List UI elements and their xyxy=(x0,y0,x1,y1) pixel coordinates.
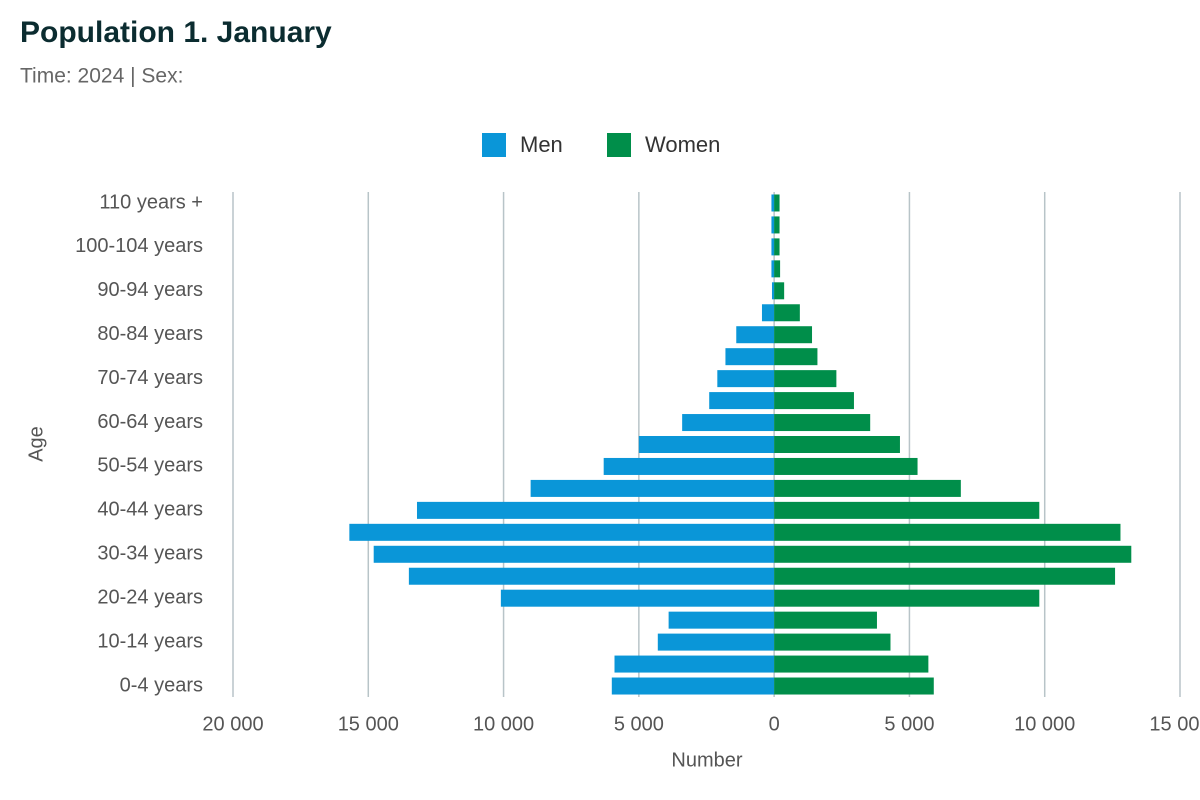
bar xyxy=(774,523,1121,541)
bar xyxy=(774,633,891,651)
legend-swatch[interactable] xyxy=(607,133,631,157)
x-axis-title: Number xyxy=(671,749,742,771)
bar xyxy=(774,216,780,234)
y-tick-label: 40-44 years xyxy=(97,499,203,521)
bar xyxy=(774,479,961,497)
bar xyxy=(774,304,800,322)
bar xyxy=(774,611,877,629)
bar xyxy=(774,457,918,475)
bar xyxy=(614,655,775,673)
chart-subtitle: Time: 2024 | Sex: xyxy=(20,65,183,88)
bar xyxy=(774,238,780,256)
y-axis-title: Age xyxy=(25,426,47,462)
bar xyxy=(500,589,775,607)
bar xyxy=(774,282,785,300)
bar xyxy=(771,194,775,212)
bar xyxy=(709,392,775,410)
bar xyxy=(717,370,775,388)
bar xyxy=(771,260,775,278)
y-tick-label: 0-4 years xyxy=(120,674,203,696)
bar xyxy=(774,392,854,410)
bar xyxy=(771,238,775,256)
x-tick-label: 15 000 xyxy=(1149,713,1200,735)
bar xyxy=(373,545,775,563)
bar xyxy=(774,414,871,432)
bar xyxy=(774,545,1132,563)
y-tick-label: 100-104 years xyxy=(75,235,203,257)
x-tick-label: 10 000 xyxy=(1014,713,1075,735)
bar xyxy=(771,282,775,300)
bar xyxy=(736,326,775,344)
bar xyxy=(774,501,1040,519)
legend-swatch[interactable] xyxy=(482,133,506,157)
bar xyxy=(774,567,1116,585)
bar xyxy=(774,655,929,673)
bar xyxy=(774,370,837,388)
y-tick-label: 80-84 years xyxy=(97,323,203,345)
y-tick-label: 90-94 years xyxy=(97,279,203,301)
bar xyxy=(774,194,780,212)
x-tick-label: 20 000 xyxy=(202,713,263,735)
y-tick-label: 20-24 years xyxy=(97,586,203,608)
y-tick-label: 110 years + xyxy=(99,191,203,213)
bar xyxy=(774,677,934,695)
x-tick-label: 10 000 xyxy=(473,713,534,735)
bar xyxy=(774,348,818,366)
bar xyxy=(761,304,775,322)
bar xyxy=(349,523,775,541)
bar xyxy=(774,260,781,278)
bar xyxy=(771,216,775,234)
legend-label[interactable]: Women xyxy=(645,132,720,157)
x-tick-label: 5 000 xyxy=(614,713,664,735)
bar xyxy=(774,326,813,344)
y-tick-label: 30-34 years xyxy=(97,543,203,565)
y-tick-label: 70-74 years xyxy=(97,367,203,389)
x-tick-label: 0 xyxy=(769,713,780,735)
bar xyxy=(668,611,775,629)
bar xyxy=(408,567,775,585)
x-tick-label: 15 000 xyxy=(338,713,399,735)
y-tick-label: 60-64 years xyxy=(97,411,203,433)
bar xyxy=(611,677,775,695)
bar xyxy=(657,633,775,651)
bar xyxy=(682,414,775,432)
bar xyxy=(725,348,775,366)
bar xyxy=(638,436,775,453)
x-tick-label: 5 000 xyxy=(884,713,934,735)
y-tick-label: 50-54 years xyxy=(97,455,203,477)
bar xyxy=(603,457,775,475)
bar xyxy=(774,436,900,453)
bar xyxy=(416,501,775,519)
chart-title: Population 1. January xyxy=(20,16,332,49)
bar xyxy=(530,479,775,497)
y-tick-label: 10-14 years xyxy=(97,630,203,652)
legend-label[interactable]: Men xyxy=(520,132,563,157)
bar xyxy=(774,589,1040,607)
